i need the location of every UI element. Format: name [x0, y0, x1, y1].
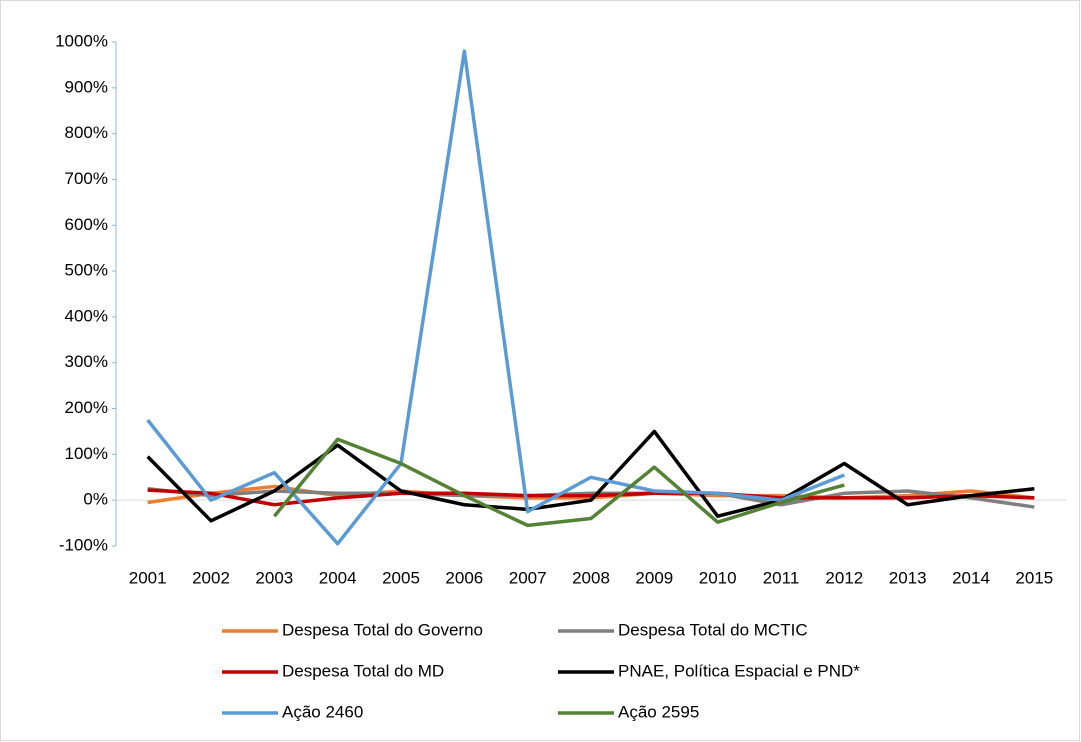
y-tick-label: 500%	[65, 261, 108, 280]
x-tick-label: 2008	[572, 568, 610, 587]
legend-label: Despesa Total do MCTIC	[618, 620, 808, 639]
x-tick-label: 2004	[319, 568, 357, 587]
y-tick-label: 100%	[65, 444, 108, 463]
x-tick-label: 2011	[763, 568, 800, 587]
x-tick-label: 2001	[129, 568, 167, 587]
x-tick-label: 2006	[445, 568, 483, 587]
x-tick-label: 2013	[889, 568, 927, 587]
series-line	[146, 49, 845, 546]
legend-label: Ação 2460	[282, 702, 363, 721]
y-tick-label: 300%	[65, 352, 108, 371]
y-tick-label: 200%	[65, 398, 108, 417]
x-tick-label: 2003	[255, 568, 293, 587]
legend-label: Despesa Total do MD	[282, 661, 444, 680]
legend-label: Despesa Total do Governo	[282, 620, 483, 639]
x-tick-label: 2009	[635, 568, 673, 587]
legend-label: Ação 2595	[618, 702, 699, 721]
y-tick-label: 400%	[65, 306, 108, 325]
y-tick-label: 600%	[65, 215, 108, 234]
legend-label: PNAE, Política Espacial e PND*	[618, 661, 860, 680]
series-line	[272, 437, 845, 528]
x-tick-label: 2002	[192, 568, 230, 587]
x-tick-label: 2012	[825, 568, 863, 587]
y-tick-label: 900%	[65, 77, 108, 96]
series-line	[146, 429, 1035, 523]
x-tick-label: 2010	[699, 568, 737, 587]
y-tick-label: 0%	[83, 490, 108, 509]
x-tick-label: 2007	[509, 568, 547, 587]
y-tick-label: 1000%	[55, 31, 108, 50]
y-tick-label: -100%	[59, 535, 108, 554]
y-tick-label: 800%	[65, 123, 108, 142]
x-tick-label: 2005	[382, 568, 420, 587]
series-line	[147, 488, 1035, 507]
y-tick-label: 700%	[65, 169, 108, 188]
x-tick-label: 2014	[952, 568, 990, 587]
x-tick-label: 2015	[1015, 568, 1053, 587]
